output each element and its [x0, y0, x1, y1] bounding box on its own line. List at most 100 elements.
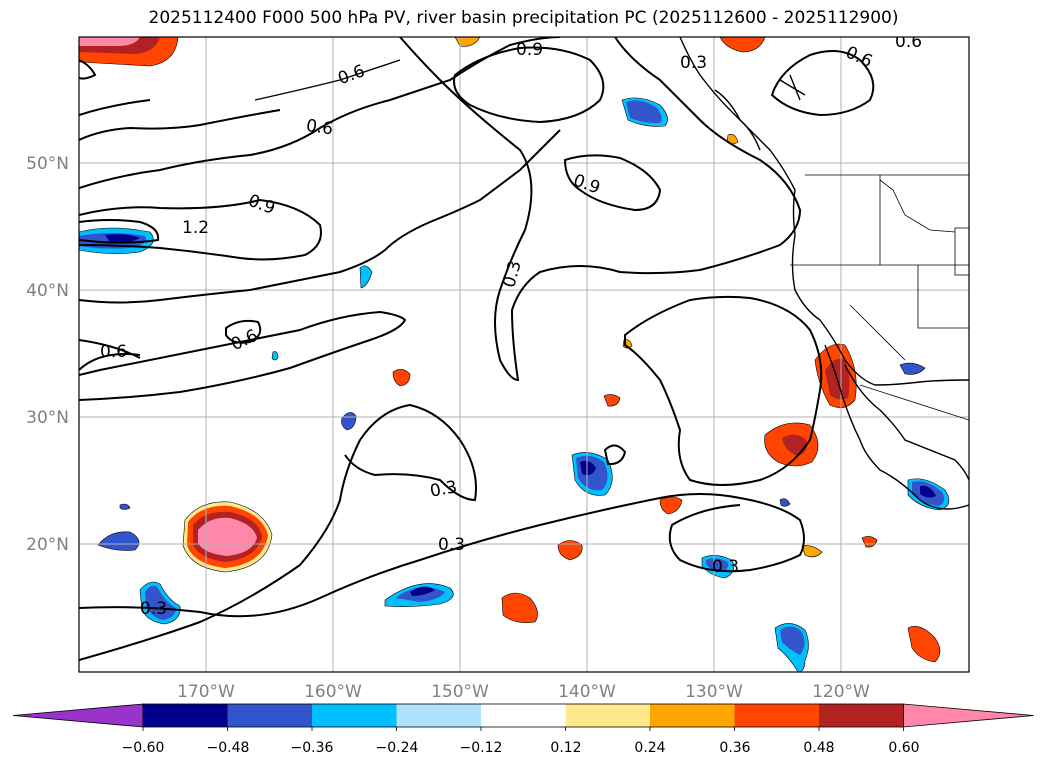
lon-tick-label: 150°W: [431, 682, 489, 702]
pv-contour-0.6: [79, 310, 407, 401]
colorbar-swatch: [227, 704, 313, 727]
precip-blob-negative: [384, 583, 454, 607]
pv-contour-0.3: [399, 37, 802, 382]
pv-contour-0.3: [603, 444, 627, 466]
contour-label: 0.3: [140, 599, 167, 619]
lon-tick-label: 120°W: [812, 682, 870, 702]
colorbar-tick-label: −0.12: [460, 740, 503, 756]
precip-blob-positive: [603, 394, 621, 407]
colorbar-swatch: [312, 704, 397, 727]
colorbar-tick-label: 0.48: [803, 740, 834, 756]
contour-label: 0.6: [842, 43, 875, 73]
precip-blob-negative: [779, 498, 791, 507]
precip-blob-negative: [571, 452, 613, 496]
precip-blob-negative: [899, 362, 926, 375]
lat-tick-label: 20°N: [26, 535, 69, 555]
lat-axis-labels: 50°N 40°N 30°N 20°N: [26, 154, 69, 555]
colorbar-extend-high: [903, 703, 1034, 728]
colorbar-extend-low: [12, 703, 144, 728]
pv-contour-0.6: [79, 37, 561, 189]
colorbar-tick-label: 0.60: [888, 740, 919, 756]
precip-blob-negative: [341, 412, 357, 431]
contour-label: 0.9: [245, 191, 277, 219]
precip-blob-negative: [97, 531, 140, 551]
pv-contour-1.2: [79, 219, 160, 244]
pv-contour-0.9: [563, 154, 662, 212]
pv-contour-0.9: [453, 46, 605, 124]
pv-contour-0.6: [79, 99, 281, 141]
contour-label: 0.3: [499, 259, 525, 290]
precip-blob-positive: [907, 626, 941, 663]
precip-blob-negative: [621, 97, 668, 127]
lon-tick-label: 130°W: [685, 682, 743, 702]
colorbar-tick-label: 0.24: [634, 740, 665, 756]
contour-label: 0.3: [429, 477, 459, 501]
pv-contour-0.6: [79, 339, 141, 371]
contour-label: 1.2: [182, 218, 209, 238]
colorbar: −0.60 −0.48 −0.36 −0.24 −0.12 0.12 0.24 …: [12, 703, 1034, 756]
contour-label: 0.6: [100, 342, 127, 362]
precip-blob-positive: [861, 536, 878, 548]
lon-tick-label: 140°W: [558, 682, 616, 702]
pv-contour-0.6: [770, 50, 875, 117]
colorbar-swatch: [143, 704, 228, 727]
colorbar-swatch: [396, 704, 482, 727]
pv-contour-0.9: [79, 198, 322, 261]
colorbar-swatch: [819, 704, 904, 727]
pv-contour-0.3: [79, 493, 805, 618]
precip-blob-positive: [557, 540, 583, 561]
precip-blob-positive: [392, 369, 411, 387]
precip-anomaly-shading: [79, 37, 950, 672]
contour-label: 0.6: [335, 61, 367, 89]
colorbar-outline: [142, 703, 904, 728]
colorbar-tick-label: −0.60: [122, 740, 165, 756]
colorbar-swatches: [12, 703, 1034, 731]
contour-label: 0.3: [712, 557, 739, 577]
pv-contour-0.3: [79, 403, 477, 661]
pv-contour-0.6: [79, 129, 561, 304]
colorbar-swatch: [565, 704, 651, 727]
lon-tick-label: 160°W: [304, 682, 362, 702]
colorbar-swatch: [650, 704, 735, 727]
precip-blob-negative: [119, 503, 131, 510]
colorbar-tick-label: 0.12: [550, 740, 581, 756]
precip-blob-positive: [659, 496, 683, 515]
precip-blob-negative: [774, 623, 809, 672]
precip-blob-positive: [719, 37, 766, 53]
colorbar-tick-label: −0.36: [291, 740, 334, 756]
map-frame: [78, 36, 970, 673]
precip-blob-positive: [501, 592, 538, 623]
colorbar-swatch: [734, 704, 820, 727]
map-plot-area: 0.6 0.9 0.3 0.6 0.6 0.9 1.2 0.9 0.3 0.6 …: [79, 32, 969, 672]
political-boundaries: [790, 174, 969, 421]
gridlines: [79, 37, 969, 672]
contour-label: 0.6: [228, 326, 261, 356]
precip-blob-positive: [764, 422, 819, 467]
colorbar-tick-label: −0.24: [376, 740, 419, 756]
precip-blob-positive: [79, 37, 179, 67]
lat-tick-label: 40°N: [26, 281, 69, 301]
coastline: [254, 37, 969, 510]
contour-label: 0.6: [305, 116, 335, 140]
colorbar-swatch: [481, 704, 566, 727]
lat-tick-label: 50°N: [26, 154, 69, 174]
colorbar-tick-label: 0.36: [719, 740, 750, 756]
colorbar-tick-label: −0.48: [207, 740, 250, 756]
lon-axis-labels: 170°W 160°W 150°W 140°W 130°W 120°W: [177, 682, 870, 702]
pv-contour-0.6: [225, 319, 262, 344]
pv-contours: [79, 37, 875, 661]
lat-tick-label: 30°N: [26, 408, 69, 428]
contour-label: 0.3: [438, 535, 465, 555]
precip-blob-negative: [139, 581, 181, 625]
precip-blob-negative: [701, 555, 735, 579]
contour-label: 0.9: [516, 40, 543, 60]
contour-label: 0.9: [570, 170, 602, 198]
colorbar-tick-labels: −0.60 −0.48 −0.36 −0.24 −0.12 0.12 0.24 …: [122, 740, 920, 756]
contour-label: 0.6: [895, 32, 922, 52]
precip-blob-negative: [359, 265, 373, 289]
precip-blob-positive: [454, 37, 481, 47]
contour-label: 0.3: [680, 53, 707, 73]
pv-contour-0.3: [624, 295, 823, 486]
precip-blob-negative: [271, 351, 279, 361]
